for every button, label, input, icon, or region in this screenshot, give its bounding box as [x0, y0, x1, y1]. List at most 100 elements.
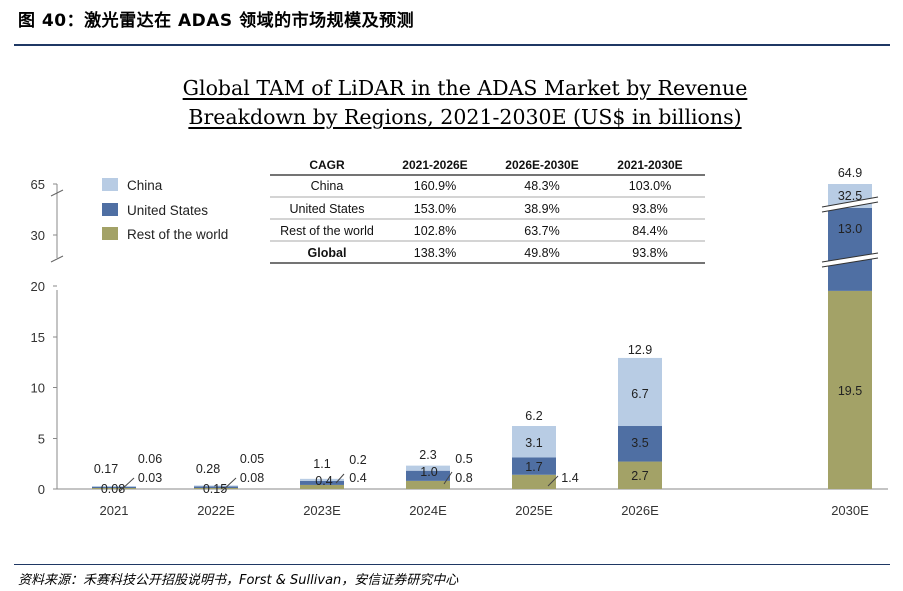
bar-rest-of-world	[512, 474, 556, 489]
bar-china	[92, 486, 136, 487]
x-tick-label: 2022E	[197, 503, 235, 518]
rest-label: 0.08	[101, 482, 125, 496]
bottom-divider	[14, 564, 890, 565]
us-label: 1.7	[525, 460, 542, 474]
bar-china	[300, 478, 344, 481]
x-tick-label: 2025E	[515, 503, 553, 518]
y-tick-label: 5	[38, 432, 45, 447]
leader-line	[119, 477, 135, 492]
china-label: 0.5	[455, 452, 472, 466]
table-cell: 48.3%	[524, 179, 559, 193]
table-cell: 160.9%	[414, 179, 456, 193]
bar-united-states	[194, 486, 238, 488]
table-cell: Rest of the world	[280, 224, 374, 238]
table-cell: 38.9%	[524, 202, 559, 216]
table-cell: 49.8%	[524, 246, 559, 260]
rest-label: 0.08	[240, 471, 264, 485]
china-label: 0.06	[138, 452, 162, 466]
legend-swatch	[102, 203, 118, 216]
legend-label: China	[127, 178, 163, 193]
bar-china	[194, 485, 238, 487]
y-tick-label: 20	[31, 279, 45, 294]
table-header-cell: 2021-2030E	[617, 158, 682, 172]
bar-break-line	[821, 196, 879, 208]
bar-break-gap	[822, 253, 878, 267]
table-cell: Global	[308, 246, 347, 260]
chart-title: Global TAM of LiDAR in the ADAS Market b…	[182, 76, 748, 129]
bar-rest-of-world	[828, 290, 872, 489]
rest-label: 0.4	[349, 471, 366, 485]
us-label: 0.03	[138, 471, 162, 485]
y-tick-label: 65	[31, 177, 45, 192]
y-tick-label: 15	[31, 330, 45, 345]
total-label: 0.28	[196, 462, 220, 476]
total-label: 64.9	[838, 166, 862, 180]
bar-break-line	[821, 201, 879, 213]
rest-label: 1.4	[561, 471, 578, 485]
x-tick-label: 2030E	[831, 503, 869, 518]
table-header-cell: 2021-2026E	[402, 158, 467, 172]
x-tick-label: 2026E	[621, 503, 659, 518]
table-cell: 93.8%	[632, 246, 667, 260]
china-label: 0.2	[349, 453, 366, 467]
bar-break-line	[821, 252, 879, 263]
us-label: 0.4	[315, 474, 332, 488]
y-tick-label: 0	[38, 482, 45, 497]
total-label: 12.9	[628, 343, 652, 357]
bar-rest-of-world	[194, 488, 238, 489]
figure-title: 图 40：激光雷达在 ADAS 领域的市场规模及预测	[18, 11, 415, 31]
table-cell: 102.8%	[414, 224, 456, 238]
bar-united-states	[512, 457, 556, 475]
y-tick-label: 30	[31, 228, 45, 243]
table-cell: 93.8%	[632, 202, 667, 216]
bar-united-states	[828, 208, 872, 291]
leader-line	[221, 477, 237, 492]
bar-united-states	[300, 480, 344, 485]
leader-line	[335, 473, 345, 484]
rest-label: 0.8	[455, 471, 472, 485]
china-label: 6.7	[631, 387, 648, 401]
top-divider	[14, 44, 890, 46]
leader-line	[443, 471, 453, 485]
bar-china	[406, 465, 450, 471]
bar-united-states	[618, 426, 662, 462]
legend-label: Rest of the world	[127, 227, 228, 242]
table-cell: 138.3%	[414, 246, 456, 260]
x-tick-label: 2023E	[303, 503, 341, 518]
bar-china	[618, 357, 662, 427]
axis-break-mark	[50, 189, 64, 197]
table-cell: 63.7%	[524, 224, 559, 238]
us-label: 1.0	[420, 465, 437, 479]
legend-swatch	[102, 227, 118, 240]
axis-break-mark	[50, 255, 64, 263]
table-header-cell: 2026E-2030E	[505, 158, 578, 172]
table-cell: United States	[289, 202, 364, 216]
bar-rest-of-world	[406, 480, 450, 489]
x-tick-label: 2021	[100, 503, 129, 518]
us-label: 13.0	[838, 222, 862, 236]
china-label: 32.5	[838, 189, 862, 203]
rest-label: 2.7	[631, 469, 648, 483]
bar-rest-of-world	[618, 461, 662, 489]
china-label: 3.1	[525, 436, 542, 450]
bar-rest-of-world	[92, 488, 136, 489]
leader-line	[547, 475, 559, 487]
y-tick-label: 10	[31, 381, 45, 396]
table-cell: 84.4%	[632, 224, 667, 238]
bar-china	[512, 426, 556, 458]
source-note: 资料来源：禾赛科技公开招股说明书，Forst & Sullivan，安信证券研究…	[18, 573, 459, 588]
legend-swatch	[102, 178, 118, 191]
total-label: 6.2	[525, 409, 542, 423]
bar-united-states	[92, 487, 136, 488]
rest-label: 19.5	[838, 384, 862, 398]
table-cell: 103.0%	[629, 179, 671, 193]
bar-break-line	[821, 257, 879, 268]
table-cell: China	[311, 179, 344, 193]
table-header-cell: CAGR	[309, 158, 345, 172]
china-label: 0.05	[240, 452, 264, 466]
us-label: 0.15	[203, 482, 227, 496]
bar-united-states	[406, 470, 450, 481]
bar-rest-of-world	[300, 484, 344, 489]
bar-break-gap	[822, 197, 878, 212]
